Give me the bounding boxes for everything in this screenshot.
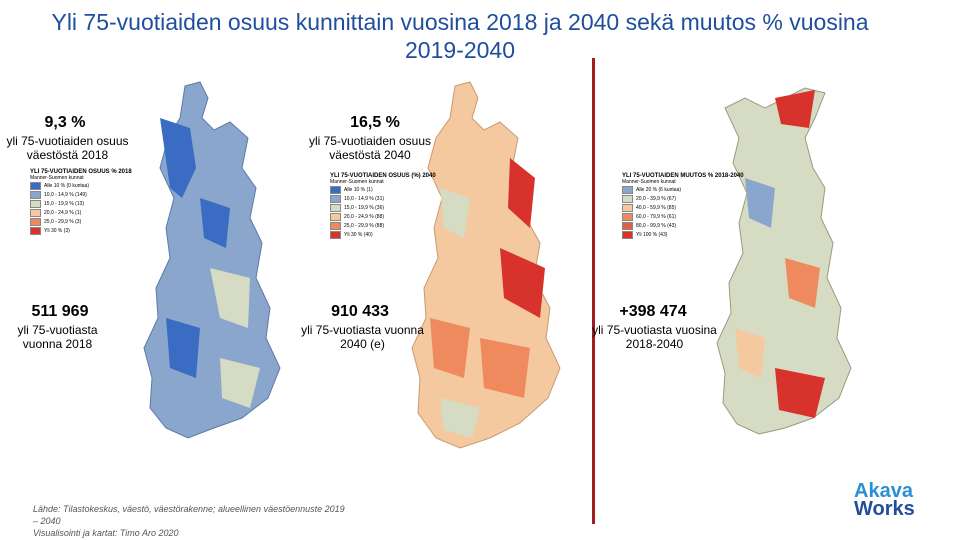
legend-swatch	[30, 208, 41, 217]
legend-item-label: 15,0 - 19,9 % (13)	[44, 200, 85, 207]
legend-item: Yli 30 % (3)	[30, 226, 150, 235]
count-2018-value: 511 969	[31, 303, 89, 320]
share-2018-label: yli 75-vuotiaiden osuus väestöstä 2018	[6, 134, 129, 162]
divider-line	[592, 58, 595, 524]
legend-item-label: 15,0 - 19,9 % (36)	[344, 204, 385, 211]
legend-item: 10,0 - 14,9 % (149)	[30, 190, 150, 199]
legend-item: 20,0 - 24,9 % (88)	[330, 212, 450, 221]
legend-item: 25,0 - 29,9 % (88)	[330, 221, 450, 230]
legend-item: 10,0 - 14,9 % (31)	[330, 194, 450, 203]
finland-map-2040	[411, 81, 561, 449]
legend-swatch	[30, 199, 41, 208]
legend-item-label: 80,0 - 99,9 % (43)	[636, 222, 677, 229]
legend-subtitle: Manner-Suomen kunnat	[330, 179, 384, 185]
legend-item-label: Alle 10 % (0 kuntaa)	[44, 182, 90, 189]
legend-item: 15,0 - 19,9 % (36)	[330, 203, 450, 212]
legend-item-label: 20,0 - 24,9 % (1)	[44, 209, 82, 216]
change-count-label: yli 75-vuotiasta vuosina 2018-2040	[592, 323, 717, 351]
legend-subtitle: Manner-Suomen kunnat	[622, 179, 676, 185]
legend-item: 15,0 - 19,9 % (13)	[30, 199, 150, 208]
legend-swatch	[622, 212, 633, 221]
source-line: – 2040	[33, 516, 61, 526]
legend-subtitle: Manner-Suomen kunnat	[30, 175, 84, 181]
legend-item-label: Yli 30 % (40)	[344, 231, 373, 238]
akava-works-logo: Akava Works	[854, 480, 938, 520]
legend-2040: YLI 75-VUOTIAIDEN OSUUS (%) 2040 Manner-…	[330, 173, 450, 239]
finland-map-change	[716, 87, 852, 435]
legend-swatch	[30, 217, 41, 226]
legend-swatch	[622, 221, 633, 230]
legend-swatch	[330, 230, 341, 239]
count-2040-label: yli 75-vuotiasta vuonna 2040 (e)	[301, 323, 424, 351]
legend-item-label: 60,0 - 79,9 % (61)	[636, 213, 677, 220]
logo-line1: Akava	[854, 480, 913, 502]
legend-2018: YLI 75-VUOTIAIDEN OSUUS % 2018 Manner-Su…	[30, 169, 150, 235]
legend-item-label: Yli 100 % (43)	[636, 231, 668, 238]
legend-item-label: 10,0 - 14,9 % (149)	[44, 191, 87, 198]
legend-item: Yli 30 % (40)	[330, 230, 450, 239]
legend-change: YLI 75-VUOTIAIDEN MUUTOS % 2018-2040 Man…	[622, 173, 752, 239]
legend-swatch	[30, 181, 41, 190]
share-2018-value: 9,3 %	[44, 114, 86, 131]
source-line: Visualisointi ja kartat: Timo Aro 2020	[33, 528, 179, 538]
legend-swatch	[330, 194, 341, 203]
legend-item: Alle 10 % (0 kuntaa)	[30, 181, 150, 190]
legend-swatch	[330, 203, 341, 212]
count-2040-value: 910 433	[331, 303, 389, 320]
legend-item: 25,0 - 29,9 % (3)	[30, 217, 150, 226]
legend-item-label: 20,0 - 39,9 % (67)	[636, 195, 677, 202]
count-2018-label: yli 75-vuotiasta vuonna 2018	[17, 323, 98, 351]
change-count-value: +398 474	[619, 303, 687, 320]
legend-swatch	[330, 212, 341, 221]
legend-item: 20,0 - 39,9 % (67)	[622, 194, 752, 203]
legend-item-label: 25,0 - 29,9 % (88)	[344, 222, 385, 229]
share-2040-value: 16,5 %	[350, 114, 400, 131]
finland-map-2018	[143, 81, 281, 439]
logo-line2: Works	[854, 498, 915, 520]
legend-item: Yli 100 % (43)	[622, 230, 752, 239]
legend-item: 80,0 - 99,9 % (43)	[622, 221, 752, 230]
legend-item-label: 20,0 - 24,9 % (88)	[344, 213, 385, 220]
legend-item-label: Yli 30 % (3)	[44, 227, 70, 234]
source-line: Lähde: Tilastokeskus, väestö, väestörake…	[33, 504, 345, 514]
legend-item: Alle 10 % (1)	[330, 185, 450, 194]
legend-swatch	[30, 226, 41, 235]
share-2040-label: yli 75-vuotiaiden osuus väestöstä 2040	[308, 134, 432, 162]
legend-swatch	[622, 185, 633, 194]
legend-item-label: 40,0 - 59,9 % (85)	[636, 204, 677, 211]
legend-swatch	[330, 185, 341, 194]
legend-title: YLI 75-VUOTIAIDEN MUUTOS % 2018-2040	[622, 173, 744, 179]
legend-item-label: Alle 10 % (1)	[344, 186, 373, 193]
legend-swatch	[622, 230, 633, 239]
page-title: Yli 75-vuotiaiden osuus kunnittain vuosi…	[51, 9, 869, 63]
legend-title: YLI 75-VUOTIAIDEN OSUUS % 2018	[30, 169, 132, 175]
legend-swatch	[30, 190, 41, 199]
legend-item: Alle 20 % (6 kuntaa)	[622, 185, 752, 194]
legend-swatch	[622, 194, 633, 203]
legend-item: 20,0 - 24,9 % (1)	[30, 208, 150, 217]
legend-title: YLI 75-VUOTIAIDEN OSUUS (%) 2040	[330, 173, 436, 179]
legend-item: 40,0 - 59,9 % (85)	[622, 203, 752, 212]
legend-item-label: Alle 20 % (6 kuntaa)	[636, 186, 682, 193]
source-note: Lähde: Tilastokeskus, väestö, väestörake…	[33, 503, 393, 539]
legend-item-label: 25,0 - 29,9 % (3)	[44, 218, 82, 225]
legend-swatch	[330, 221, 341, 230]
legend-item: 60,0 - 79,9 % (61)	[622, 212, 752, 221]
legend-item-label: 10,0 - 14,9 % (31)	[344, 195, 385, 202]
legend-swatch	[622, 203, 633, 212]
